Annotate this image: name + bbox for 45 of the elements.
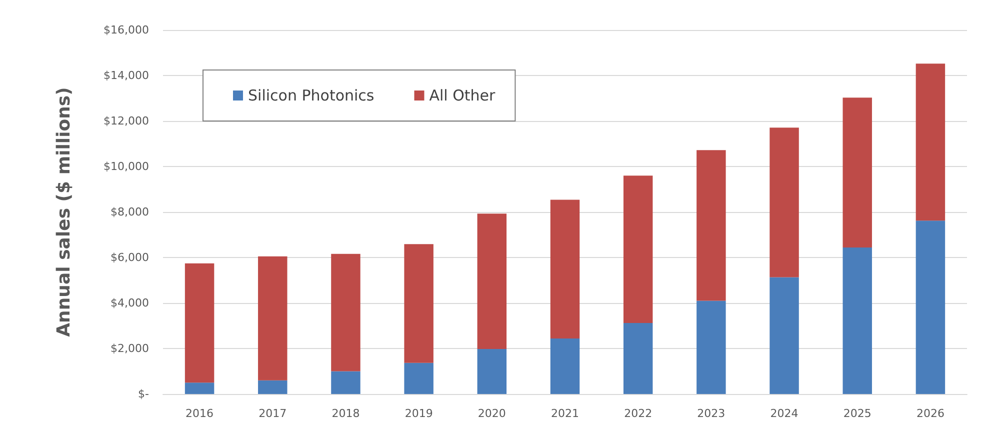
- bar: [770, 277, 799, 394]
- y-tick-label: $4,000: [110, 296, 149, 310]
- x-tick-label: 2023: [697, 407, 726, 420]
- bar: [770, 128, 799, 278]
- x-tick-label: 2022: [624, 407, 652, 420]
- bar: [404, 362, 434, 394]
- bar: [550, 338, 580, 394]
- legend-label: Silicon Photonics: [248, 86, 374, 104]
- y-tick-label: $-: [138, 388, 150, 400]
- y-tick-label: $14,000: [104, 69, 149, 82]
- x-tick-label: 2020: [478, 407, 506, 420]
- bar: [842, 247, 872, 394]
- x-tick-label: 2021: [551, 407, 579, 420]
- bar: [331, 371, 360, 394]
- bar: [623, 176, 653, 324]
- x-tick-label: 2018: [332, 407, 360, 420]
- x-tick-label: 2017: [258, 407, 287, 420]
- bar: [258, 256, 288, 380]
- bar: [184, 382, 214, 394]
- x-tick-label: 2016: [186, 407, 214, 420]
- bar: [184, 263, 214, 383]
- legend-label: All Other: [429, 86, 496, 104]
- y-axis-title: Annual sales ($ millions): [54, 87, 74, 337]
- bar: [477, 214, 507, 349]
- bar: [842, 98, 872, 248]
- bar: [696, 150, 726, 301]
- x-tick-label: 2026: [916, 407, 944, 420]
- y-tick-label: $8,000: [110, 206, 149, 218]
- x-tick-label: 2024: [770, 407, 798, 420]
- y-tick-label: $12,000: [104, 114, 149, 128]
- bar: [916, 64, 946, 221]
- bar: [916, 220, 946, 394]
- bar: [550, 200, 580, 338]
- bar: [404, 244, 434, 363]
- bar: [477, 348, 507, 394]
- y-tick-label: $6,000: [110, 251, 149, 264]
- bar: [331, 254, 360, 372]
- y-tick-label: $2,000: [110, 342, 149, 355]
- bar: [623, 323, 653, 394]
- y-tick-label: $16,000: [104, 24, 149, 36]
- y-tick-label: $10,000: [104, 160, 149, 173]
- x-tick-label: 2025: [843, 407, 872, 420]
- x-tick-label: 2019: [404, 407, 433, 420]
- bar: [696, 300, 726, 394]
- bar: [258, 380, 288, 394]
